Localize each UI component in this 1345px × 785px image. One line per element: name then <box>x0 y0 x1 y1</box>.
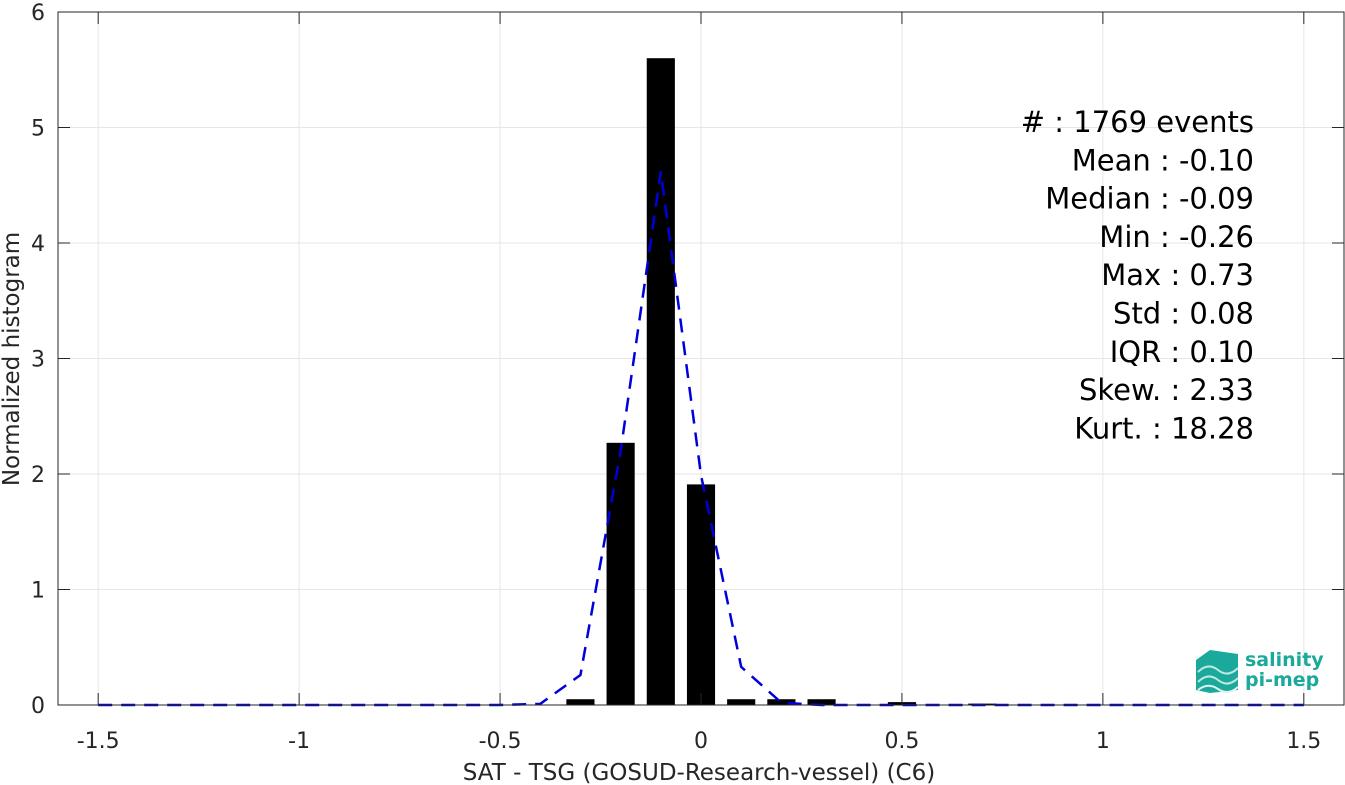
x-axis-label: SAT - TSG (GOSUD-Research-vessel) (C6) <box>463 760 935 785</box>
histogram-bar <box>566 699 595 705</box>
x-tick-label: 1.5 <box>1286 729 1321 754</box>
x-tick-label: 0 <box>694 729 708 754</box>
histogram-bar <box>606 442 635 705</box>
histogram-bar <box>646 58 675 705</box>
y-tick-label: 5 <box>31 117 45 142</box>
histogram-bar <box>727 699 756 705</box>
y-tick-label: 3 <box>31 348 45 373</box>
logo-line2: pi-mep <box>1245 669 1319 691</box>
y-tick-label: 6 <box>31 1 45 26</box>
stat-line: Kurt. : 18.28 <box>1074 411 1254 445</box>
stat-line: # : 1769 events <box>1021 105 1254 139</box>
y-tick-labels: 0 1 2 3 4 5 6 <box>31 1 45 719</box>
x-tick-label: -1 <box>288 729 310 754</box>
stat-line: Std : 0.08 <box>1113 297 1254 331</box>
x-tick-label: 1 <box>1096 729 1110 754</box>
salinity-pi-mep-logo: salinity pi-mep <box>1196 649 1324 693</box>
y-tick-label: 2 <box>31 463 45 488</box>
y-axis-label: Normalized histogram <box>0 232 25 486</box>
x-tick-label: -1.5 <box>77 729 120 754</box>
x-tick-label: -0.5 <box>479 729 522 754</box>
stats-annotation: # : 1769 events Mean : -0.10 Median : -0.0… <box>1021 105 1254 445</box>
logo-line1: salinity <box>1245 649 1324 671</box>
histogram-bar <box>686 484 716 705</box>
x-tick-label: 0.5 <box>884 729 919 754</box>
stat-line: Median : -0.09 <box>1045 182 1254 216</box>
axis-ticks <box>58 11 1344 706</box>
y-tick-label: 1 <box>31 579 45 604</box>
stat-line: Skew. : 2.33 <box>1079 373 1254 407</box>
y-tick-label: 0 <box>31 694 45 719</box>
histogram-bars <box>566 58 997 705</box>
histogram-bar <box>807 699 836 705</box>
stat-line: Max : 0.73 <box>1101 258 1254 292</box>
stat-line: IQR : 0.10 <box>1110 335 1254 369</box>
x-tick-labels: -1.5 -1 -0.5 0 0.5 1 1.5 <box>77 729 1322 754</box>
wave-logo-icon <box>1196 650 1239 693</box>
histogram-bar <box>767 699 796 705</box>
stat-line: Min : -0.26 <box>1099 220 1254 254</box>
stat-line: Mean : -0.10 <box>1072 143 1254 177</box>
y-tick-label: 4 <box>31 232 45 257</box>
